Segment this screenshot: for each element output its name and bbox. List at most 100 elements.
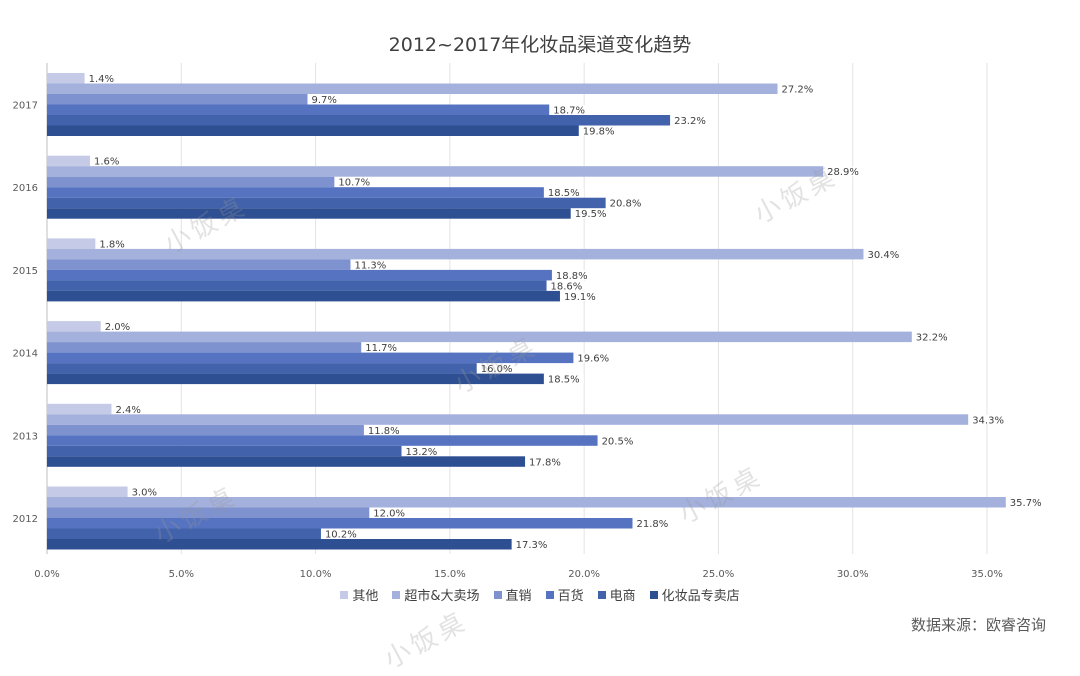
legend-swatch — [340, 590, 349, 599]
bar — [47, 424, 364, 436]
bar — [47, 176, 335, 188]
data-label-bg — [113, 404, 144, 414]
bar — [47, 373, 544, 385]
data-label-bg — [779, 84, 818, 94]
data-label-bg — [513, 539, 552, 549]
data-label-bg — [551, 105, 590, 115]
y-tick-label: 2014 — [13, 349, 38, 360]
bar — [47, 456, 526, 467]
legend-label: 直销 — [505, 589, 532, 604]
legend-item: 电商 — [597, 585, 636, 604]
bar — [47, 445, 402, 457]
bar — [47, 166, 824, 177]
data-source: 数据来源：欧睿咨询 — [910, 616, 1046, 634]
data-label-bg — [102, 321, 133, 332]
x-tick-label: 35.0% — [971, 569, 1003, 580]
bar — [47, 73, 85, 84]
data-label: 2.4% — [115, 405, 140, 416]
data-label: 17.8% — [529, 457, 561, 468]
bar — [47, 248, 864, 260]
bar — [47, 208, 571, 219]
x-tick-label: 5.0% — [169, 569, 194, 580]
y-tick-label: 2013 — [13, 431, 38, 442]
data-label-bg — [363, 342, 402, 353]
legend-swatch — [545, 590, 554, 599]
data-label: 27.2% — [782, 85, 814, 96]
data-label: 18.5% — [548, 375, 580, 386]
data-label-bg — [553, 270, 592, 280]
data-label-bg — [599, 435, 638, 446]
x-tick-label: 10.0% — [300, 569, 332, 580]
data-label: 1.6% — [94, 157, 119, 168]
legend-swatch — [493, 590, 502, 599]
bar — [47, 497, 1006, 508]
bar — [47, 115, 671, 126]
legend-item: 超市&大卖场 — [392, 585, 480, 604]
data-label-bg — [913, 332, 952, 342]
data-label: 19.5% — [575, 209, 607, 220]
legend-item: 百货 — [545, 585, 584, 604]
data-label: 23.2% — [674, 116, 706, 127]
bar — [47, 187, 544, 198]
bar — [47, 259, 351, 270]
legend-swatch — [392, 590, 401, 599]
legend-swatch — [649, 590, 658, 599]
data-label: 20.8% — [610, 199, 642, 210]
y-tick-label: 2017 — [13, 101, 38, 112]
data-label-bg — [371, 508, 410, 518]
data-label: 20.5% — [602, 436, 634, 447]
legend-label: 电商 — [609, 589, 636, 604]
bar — [47, 197, 606, 209]
data-label-bg — [865, 249, 904, 259]
data-label-bg — [580, 126, 619, 136]
bar-chart: 0.0% 5.0% 10.0% 15.0% 20.0% 25.0% 30.0% 35.0% 20… — [12, 63, 1042, 580]
bar — [47, 269, 552, 281]
data-label: 18.8% — [556, 271, 588, 282]
data-label-bg — [545, 374, 584, 384]
legend-label: 超市&大卖场 — [404, 589, 480, 604]
data-label: 21.8% — [636, 519, 668, 530]
data-label: 9.7% — [312, 95, 337, 106]
bar — [47, 290, 560, 302]
data-label: 1.4% — [89, 74, 114, 85]
data-label: 32.2% — [916, 333, 948, 344]
data-label-bg — [607, 198, 646, 208]
data-label: 10.7% — [338, 178, 370, 189]
data-label-bg — [129, 487, 160, 497]
data-label-bg — [478, 363, 517, 374]
bar — [47, 104, 550, 115]
bar — [47, 363, 477, 374]
data-label: 11.8% — [368, 426, 400, 437]
data-label: 11.3% — [354, 260, 386, 271]
legend: 其他 超市&大卖场 直销 百货 电商 化妆品专卖店 — [0, 585, 1080, 604]
data-label-bg — [336, 177, 375, 187]
bar — [47, 528, 321, 539]
data-label-bg — [634, 518, 673, 528]
data-label: 19.6% — [577, 354, 609, 365]
bar — [47, 125, 579, 136]
data-label-bg — [403, 446, 442, 456]
y-tick-label: 2012 — [13, 514, 38, 525]
legend-label: 百货 — [557, 589, 584, 604]
data-label-bg — [672, 115, 711, 125]
data-label-bg — [575, 353, 614, 363]
bar — [47, 280, 547, 291]
data-label: 3.0% — [132, 488, 157, 499]
data-label: 19.8% — [583, 127, 615, 138]
data-label-bg — [970, 414, 1009, 425]
data-label-bg — [309, 94, 340, 104]
legend-item: 化妆品专卖店 — [649, 585, 740, 604]
data-label-bg — [545, 187, 584, 198]
bar — [47, 331, 912, 343]
bar — [47, 414, 969, 425]
x-tick-label: 20.0% — [568, 569, 600, 580]
data-label-bg — [365, 425, 404, 435]
data-label: 17.3% — [516, 540, 548, 551]
data-label-bg — [527, 456, 566, 467]
bar — [47, 518, 633, 529]
legend-label: 化妆品专卖店 — [661, 589, 740, 604]
legend-item: 其他 — [340, 585, 378, 604]
bar — [47, 238, 96, 249]
data-label-bg — [572, 208, 611, 219]
data-label-bg — [825, 166, 864, 177]
